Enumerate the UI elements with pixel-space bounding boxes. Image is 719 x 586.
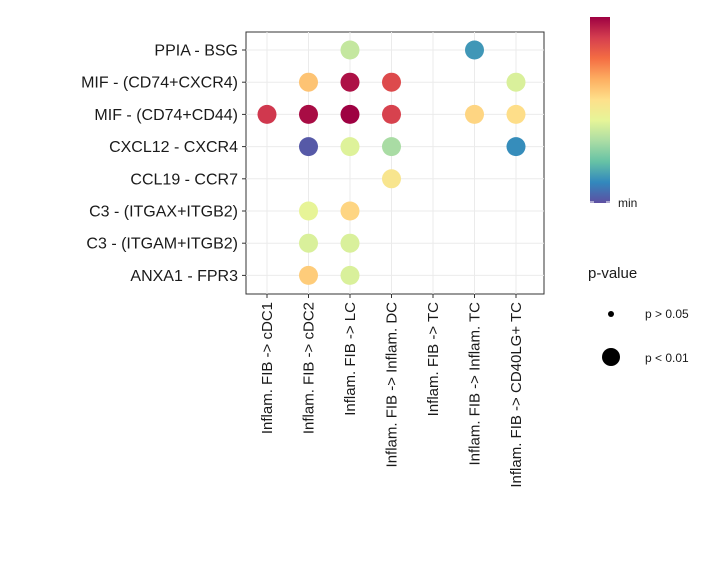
x-tick-label: Inflam. FIB -> CD40LG+ TC	[508, 302, 525, 488]
y-tick-label: PPIA - BSG	[154, 43, 238, 60]
y-tick-label: MIF - (CD74+CXCR4)	[81, 75, 238, 92]
dot-point	[465, 104, 484, 124]
dot-point	[340, 137, 360, 157]
x-axis: Inflam. FIB -> cDC1 Inflam. FIB -> cDC2 In…	[259, 294, 525, 488]
y-tick-label: C3 - (ITGAM+ITGB2)	[86, 236, 238, 253]
dot-point	[340, 201, 360, 221]
plot-panel	[245, 31, 545, 295]
dot-point	[382, 169, 401, 189]
dot-point	[465, 40, 484, 60]
dot-point	[299, 233, 318, 253]
dot-point	[299, 265, 318, 285]
colorbar	[590, 17, 610, 203]
size-legend-small-label: p > 0.05	[645, 307, 689, 321]
size-legend-large-label: p < 0.01	[645, 351, 689, 365]
x-tick-label: Inflam. FIB -> Inflam. DC	[384, 302, 401, 468]
x-tick-label: Inflam. FIB -> Inflam. TC	[467, 302, 484, 466]
dot-point	[382, 137, 401, 157]
dot-point	[382, 104, 401, 124]
size-legend: p-value p > 0.05 p < 0.01	[588, 265, 689, 366]
dot-point	[257, 104, 277, 124]
x-tick-label: Inflam. FIB -> cDC2	[301, 302, 318, 434]
y-tick-label: MIF - (CD74+CD44)	[94, 107, 238, 124]
grid-lines	[246, 32, 544, 294]
dot-point	[340, 233, 360, 253]
y-axis: PPIA - BSG MIF - (CD74+CXCR4) MIF - (CD74+…	[81, 43, 246, 285]
dot-point	[382, 72, 401, 92]
y-tick-label: CXCL12 - CXCR4	[109, 139, 238, 156]
y-tick-label: ANXA1 - FPR3	[130, 268, 238, 285]
dot-point	[506, 137, 526, 157]
colorbar-legend: min	[590, 17, 637, 210]
dot-point	[299, 104, 318, 124]
dot-point	[506, 72, 526, 92]
dot-point	[299, 72, 318, 92]
dot-point	[340, 40, 360, 60]
points-layer	[257, 40, 526, 285]
dot-point	[299, 201, 318, 221]
dot-point	[340, 72, 360, 92]
x-tick-label: Inflam. FIB -> cDC1	[259, 302, 276, 434]
dot-point	[299, 137, 318, 157]
dot-point	[506, 104, 526, 124]
x-tick-label: Inflam. FIB -> LC	[342, 302, 359, 416]
size-legend-large-marker	[602, 348, 620, 366]
size-legend-small-marker	[608, 311, 614, 317]
y-tick-label: C3 - (ITGAX+ITGB2)	[89, 204, 238, 221]
colorbar-label-min: min	[618, 196, 637, 210]
dot-point	[340, 104, 360, 124]
size-legend-title: p-value	[588, 265, 637, 282]
y-tick-label: CCL19 - CCR7	[130, 171, 238, 188]
x-tick-label: Inflam. FIB -> TC	[425, 302, 442, 416]
dot-point	[340, 265, 360, 285]
